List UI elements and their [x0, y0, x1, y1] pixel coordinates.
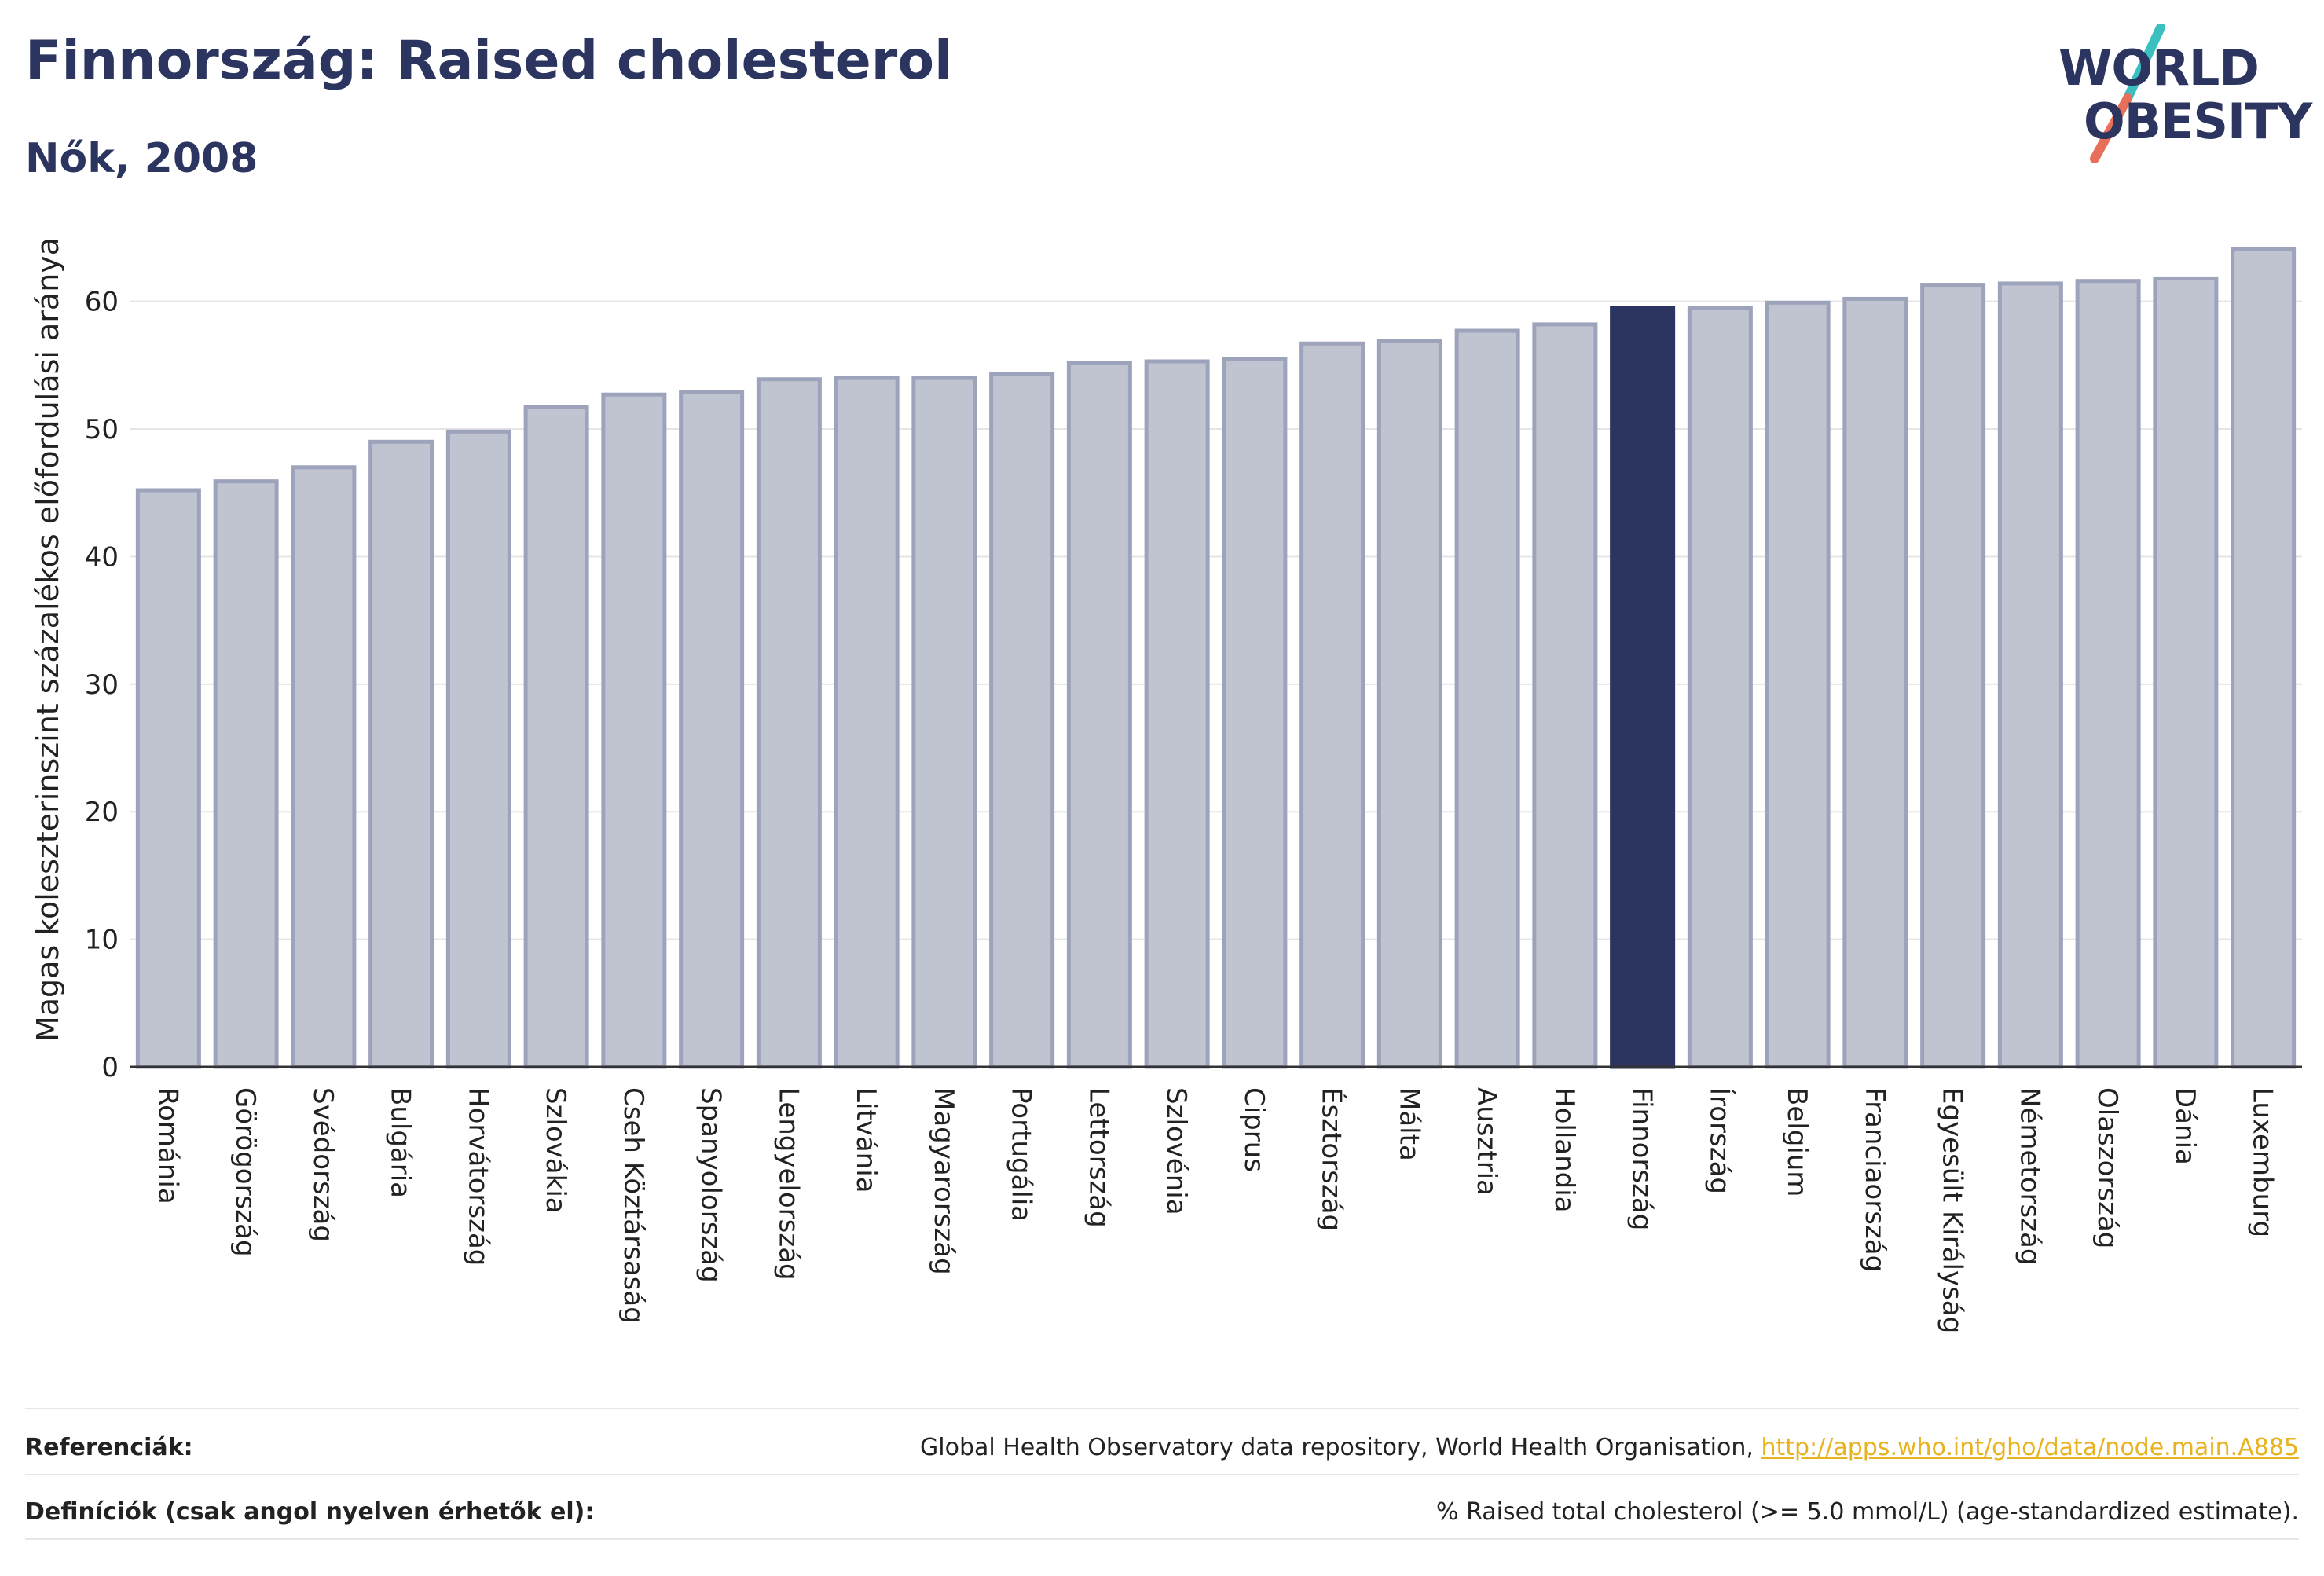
- bar: [1299, 341, 1365, 1069]
- y-axis-label: Magas koleszterinszint százalékos előfor…: [31, 237, 65, 1042]
- references-row: Referenciák: Global Health Observatory d…: [25, 1424, 2299, 1471]
- bar: [2231, 247, 2297, 1069]
- bar: [1144, 359, 1210, 1069]
- x-tick-label: Észtország: [1316, 1087, 1348, 1231]
- bar: [2075, 279, 2141, 1069]
- references-link[interactable]: http://apps.who.int/gho/data/node.main.A…: [1761, 1433, 2299, 1461]
- bar: [1920, 283, 1986, 1069]
- references-text: Global Health Observatory data repositor…: [920, 1433, 1761, 1461]
- page-title: Finnország: Raised cholesterol: [25, 30, 953, 92]
- bar: [911, 376, 977, 1069]
- footer-divider: [25, 1408, 2299, 1409]
- x-tick-label: Görögország: [229, 1087, 261, 1257]
- x-tick-label: Olaszország: [2091, 1087, 2123, 1248]
- x-tick-label: Málta: [1393, 1087, 1424, 1161]
- x-tick-label: Litvánia: [850, 1087, 882, 1193]
- x-tick-label: Horvátország: [462, 1087, 493, 1266]
- references-label: Referenciák:: [25, 1433, 193, 1461]
- x-tick-label: Hollandia: [1549, 1087, 1580, 1213]
- y-tick-label: 30: [85, 669, 119, 701]
- footer-divider: [25, 1538, 2299, 1540]
- x-tick-label: Bulgária: [385, 1087, 416, 1198]
- bar: [213, 479, 279, 1069]
- bar: [2153, 276, 2219, 1069]
- bar: [1376, 339, 1442, 1069]
- bar: [135, 488, 201, 1069]
- bar: [445, 429, 511, 1069]
- y-tick-label: 60: [85, 287, 119, 318]
- bar: [1765, 300, 1831, 1069]
- x-tick-label: Finnország: [1626, 1087, 1658, 1230]
- bar: [601, 392, 667, 1069]
- logo-slash-icon: [2090, 24, 2165, 163]
- references-value: Global Health Observatory data repositor…: [920, 1434, 2299, 1461]
- x-tick-label: Spanyolország: [695, 1087, 727, 1283]
- x-tick-label: Franciaország: [1859, 1087, 1890, 1272]
- bar: [368, 439, 434, 1069]
- x-tick-label: Románia: [152, 1087, 183, 1204]
- x-tick-label: Szlovénia: [1160, 1087, 1192, 1215]
- logo-line-obesity: OBESITY: [2084, 93, 2312, 150]
- x-tick-label: Cseh Köztársaság: [618, 1087, 649, 1324]
- bar: [679, 390, 745, 1069]
- y-tick-label: 20: [85, 797, 119, 828]
- x-tick-label: Németország: [2014, 1087, 2045, 1265]
- x-tick-label: Portugália: [1006, 1087, 1037, 1222]
- bar: [523, 405, 589, 1069]
- bar: [1610, 306, 1676, 1069]
- world-obesity-logo: WORLD OBESITY: [2043, 24, 2312, 165]
- x-tick-label: Ciprus: [1238, 1087, 1270, 1172]
- x-tick-label: Szlovákia: [540, 1087, 571, 1214]
- bar: [989, 372, 1055, 1069]
- bar: [1997, 281, 2063, 1069]
- y-tick-label: 0: [101, 1052, 119, 1083]
- footer-divider: [25, 1474, 2299, 1475]
- x-tick-label: Lengyelország: [772, 1087, 804, 1281]
- x-tick-label: Magyarország: [928, 1087, 959, 1275]
- x-tick-label: Ausztria: [1471, 1087, 1502, 1196]
- definitions-text: % Raised total cholesterol (>= 5.0 mmol/…: [1436, 1497, 2299, 1526]
- x-tick-label: Belgium: [1781, 1087, 1813, 1197]
- x-tick-label: Svédország: [307, 1087, 339, 1242]
- bar-chart: 0 10 20 30 40 50 60 Magas koleszterinszint száz…: [31, 237, 2302, 1333]
- bar: [1687, 306, 1753, 1069]
- y-tick-label: 10: [85, 925, 119, 956]
- bar: [1454, 328, 1520, 1069]
- x-tick-label: Luxemburg: [2247, 1087, 2278, 1237]
- x-tick-label: Dánia: [2169, 1087, 2201, 1165]
- y-tick-label: 40: [85, 541, 119, 573]
- bar: [1222, 357, 1288, 1069]
- bar: [1842, 296, 1908, 1069]
- definitions-row: Definíciók (csak angol nyelven érhetők e…: [25, 1488, 2299, 1535]
- logo-line-world: WORLD: [2058, 39, 2260, 97]
- y-tick-label: 50: [85, 414, 119, 445]
- bar: [756, 377, 822, 1069]
- bar: [291, 465, 357, 1069]
- page-subtitle: Nők, 2008: [25, 135, 258, 182]
- bar: [1532, 322, 1598, 1069]
- x-tick-label: Írország: [1703, 1087, 1736, 1194]
- definitions-label: Definíciók (csak angol nyelven érhetők e…: [25, 1497, 595, 1526]
- x-tick-label: Lettország: [1083, 1087, 1114, 1228]
- bar: [1066, 361, 1132, 1069]
- x-tick-label: Egyesült Királyság: [1937, 1087, 1968, 1333]
- bar: [834, 376, 900, 1069]
